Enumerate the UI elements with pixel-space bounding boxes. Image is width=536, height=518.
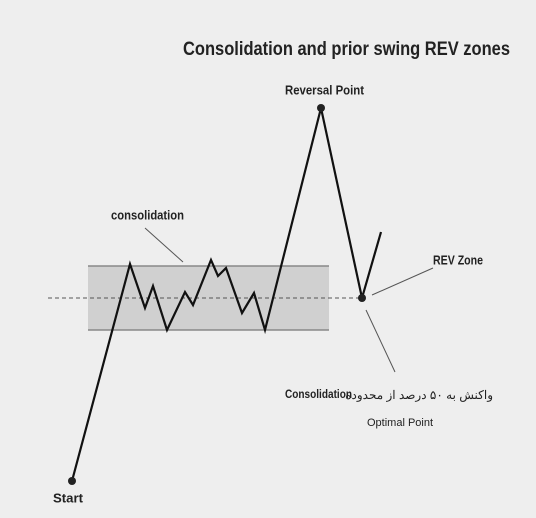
note-bold: Consolidation	[285, 387, 352, 401]
caption: Optimal Point	[367, 417, 433, 429]
label: consolidation	[111, 207, 184, 222]
pointer	[371, 267, 434, 296]
rev-dot	[358, 294, 366, 302]
reversal-dot	[317, 104, 325, 112]
label: Reversal Point	[285, 82, 365, 97]
pointer	[365, 309, 396, 373]
title: Consolidation and prior swing REV zones	[183, 39, 510, 60]
label: Start	[53, 490, 84, 505]
consolidation-zone	[88, 266, 329, 330]
price-path	[70, 107, 383, 482]
pointer	[144, 227, 184, 263]
start-dot	[68, 477, 76, 485]
note-text: واکنش به ۵۰ درصد از محدوده	[345, 388, 493, 402]
label: REV Zone	[433, 252, 483, 267]
